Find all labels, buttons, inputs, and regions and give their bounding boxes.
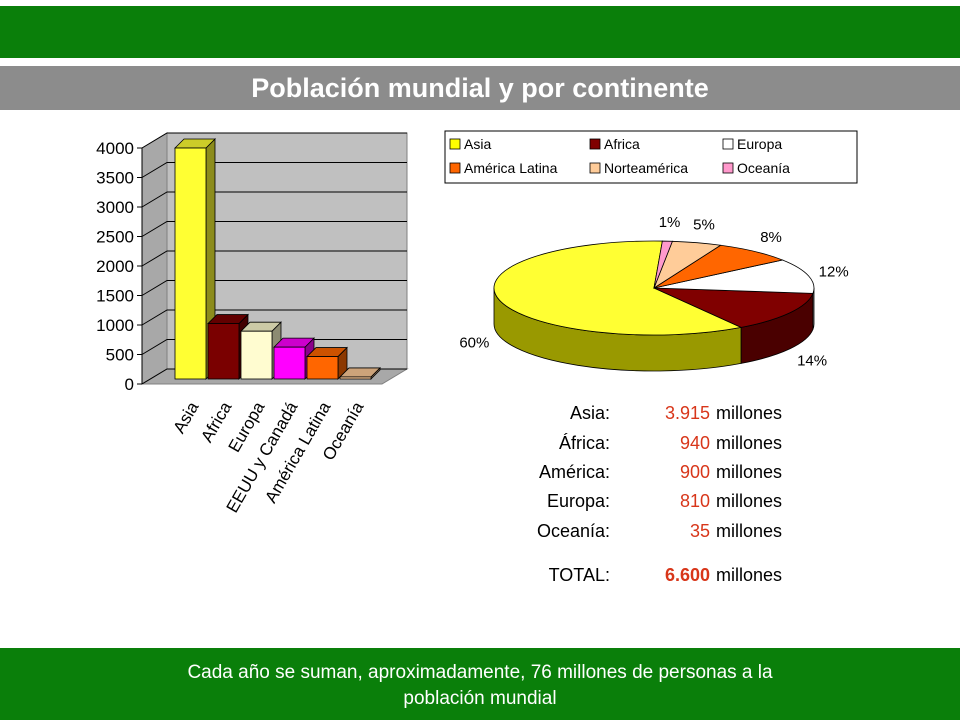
stat-row-oceania: Oceanía: 35 millones <box>470 521 800 545</box>
y-tick-label: 4000 <box>96 139 134 158</box>
stat-label: Europa: <box>546 491 610 511</box>
legend-swatch <box>449 162 461 174</box>
stat-value: 3.915 <box>664 403 710 423</box>
stat-value: 900 <box>679 462 710 482</box>
bar-gridline <box>141 162 407 178</box>
stat-label: América: <box>538 462 610 482</box>
total-value: 6.600 <box>664 565 710 585</box>
pie-slice <box>493 240 743 336</box>
legend-swatch <box>722 162 734 174</box>
legend-swatch <box>589 162 601 174</box>
legend-label: Africa <box>604 136 640 152</box>
stat-row-america: América: 900 millones <box>470 462 800 486</box>
bar-chart: 05001000150020002500300035004000AsiaAfri… <box>96 132 409 516</box>
stat-value: 35 <box>689 521 710 541</box>
total-label: TOTAL: <box>548 565 610 585</box>
bar-gridline <box>141 309 407 326</box>
pie-percent-label: 8% <box>760 229 782 246</box>
y-tick-label: 2500 <box>96 228 134 247</box>
y-tick-label: 0 <box>125 375 134 394</box>
pie-percent-label: 14% <box>797 352 827 369</box>
stat-unit: millones <box>716 491 783 511</box>
legend-swatch <box>722 138 734 150</box>
pie-slice <box>653 259 815 294</box>
stat-label: Oceanía: <box>536 521 610 541</box>
pie-legend: Asia Africa Europa América Latina Norteaméri… <box>444 130 858 184</box>
bottom-band <box>0 648 960 720</box>
total-unit: millones <box>716 565 783 585</box>
bar <box>339 366 381 380</box>
bar-gridline <box>141 250 407 267</box>
y-tick-label: 1000 <box>96 316 134 335</box>
legend-label: Europa <box>737 136 782 152</box>
pie-slice <box>653 240 673 289</box>
y-tick-label: 3000 <box>96 198 134 217</box>
bar-front <box>273 346 306 380</box>
bar-gridline <box>141 221 407 237</box>
bar-front <box>174 147 207 380</box>
footer-note: Cada año se suman, aproximadamente, 76 m… <box>187 662 773 709</box>
stat-value: 810 <box>679 491 710 511</box>
bar-gridline <box>141 280 407 296</box>
stat-unit: millones <box>716 462 783 482</box>
stat-unit: millones <box>716 521 783 541</box>
stat-label: África: <box>558 433 610 453</box>
y-tick-label: 2000 <box>96 257 134 276</box>
x-tick-label: Asia <box>169 398 202 437</box>
stat-unit: millones <box>716 433 783 453</box>
pie-percent-label: 60% <box>459 334 489 351</box>
stat-value: 940 <box>679 433 710 453</box>
bar-front <box>207 323 240 380</box>
stat-row-africa: África: 940 millones <box>470 433 800 457</box>
slide-title: Población mundial y por continente <box>251 73 709 103</box>
pie-percent-label: 1% <box>659 214 681 231</box>
legend-label: Asia <box>464 136 491 152</box>
stat-label: Asia: <box>569 403 610 423</box>
bar-front <box>339 376 372 380</box>
pie-percent-label: 12% <box>819 264 849 281</box>
stat-unit: millones <box>716 403 783 423</box>
title-band <box>0 66 960 110</box>
bar-front <box>306 356 339 380</box>
pie-slice-side <box>812 287 815 330</box>
top-band <box>0 6 960 58</box>
bar-front <box>240 330 273 380</box>
y-tick-label: 3500 <box>96 169 134 188</box>
bar <box>306 346 348 380</box>
legend-label: Norteamérica <box>604 160 688 176</box>
legend-swatch <box>449 138 461 150</box>
legend-label: América Latina <box>464 160 558 176</box>
legend-label: Oceanía <box>737 160 790 176</box>
stat-row-asia: Asia: 3.915 millones <box>470 403 800 427</box>
legend-swatch <box>589 138 601 150</box>
pie-slice <box>653 287 814 328</box>
bar-gridline <box>141 191 407 208</box>
stat-row-europa: Europa: 810 millones <box>470 491 800 515</box>
y-tick-label: 500 <box>106 346 134 365</box>
bar-gridline <box>141 339 407 355</box>
pie-percent-label: 5% <box>693 216 715 233</box>
bar <box>174 138 216 380</box>
pie-chart: Asia Africa Europa América Latina Norteaméri… <box>444 130 858 372</box>
bar <box>273 337 315 380</box>
y-tick-label: 1500 <box>96 287 134 306</box>
bar-gridline <box>141 132 407 149</box>
stat-row-total: TOTAL: 6.600 millones <box>470 565 800 589</box>
legend-box <box>444 130 858 184</box>
